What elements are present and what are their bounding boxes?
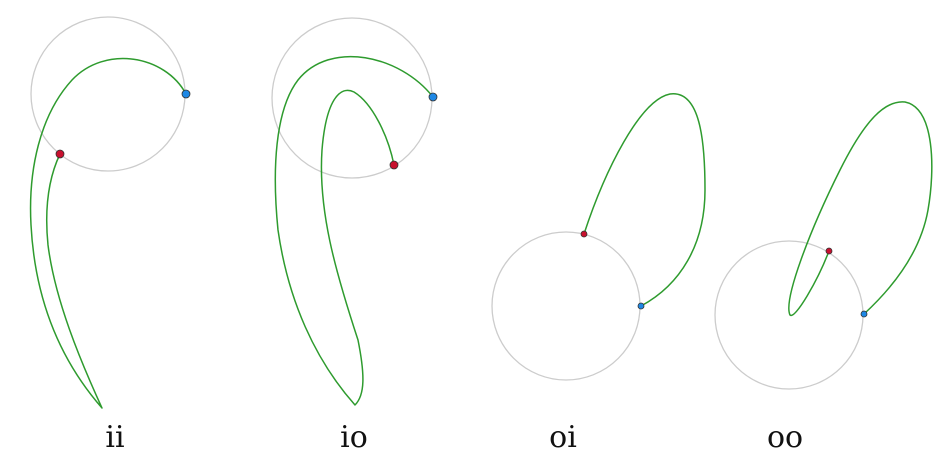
panel-oi: oi: [491, 93, 706, 455]
panel-label: io: [340, 420, 368, 455]
transition-curve: [274, 55, 434, 406]
reference-circle: [491, 231, 641, 381]
transition-curve: [29, 57, 187, 409]
panel-label: oi: [549, 420, 577, 455]
end-point-marker: [637, 302, 645, 310]
start-point-marker: [580, 230, 588, 238]
panel-label: ii: [105, 420, 124, 455]
end-point-marker: [860, 310, 868, 318]
start-point-marker: [55, 149, 65, 159]
reference-circle: [271, 17, 433, 179]
panel-io: io: [271, 17, 438, 455]
reference-circle: [30, 16, 186, 172]
transition-curve: [788, 101, 933, 316]
transition-curve: [583, 93, 706, 307]
panel-label: oo: [767, 420, 803, 455]
end-point-marker: [428, 92, 438, 102]
end-point-marker: [181, 89, 191, 99]
reference-circle: [714, 240, 864, 390]
panel-oo: oo: [714, 101, 933, 455]
start-point-marker: [825, 247, 833, 255]
start-point-marker: [389, 160, 399, 170]
panel-ii: ii: [29, 16, 191, 455]
